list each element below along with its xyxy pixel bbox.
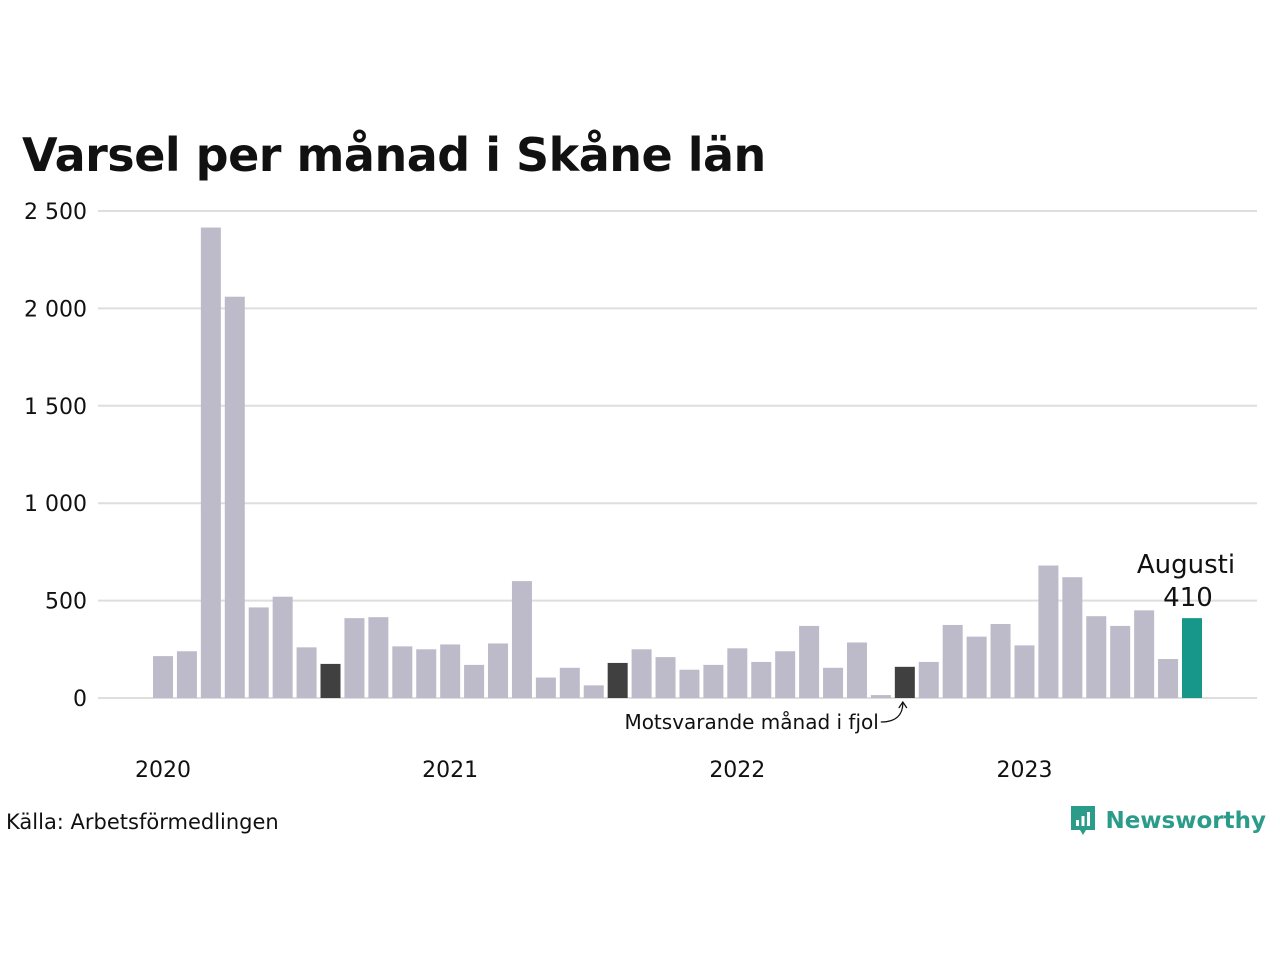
bar xyxy=(1158,659,1179,698)
bar xyxy=(703,664,724,698)
brand-name: Newsworthy xyxy=(1105,808,1266,834)
bar xyxy=(248,607,269,698)
x-axis-year-labels: 2020 2021 2022 2023 xyxy=(135,758,1052,783)
x-year-label: 2021 xyxy=(422,758,478,783)
bar-current-month xyxy=(1181,618,1202,698)
bar xyxy=(392,646,413,698)
bar xyxy=(1062,577,1083,698)
bar xyxy=(535,677,556,698)
newsworthy-logo-icon xyxy=(1071,806,1096,835)
x-year-label: 2022 xyxy=(709,758,765,783)
y-tick-label: 500 xyxy=(45,590,87,615)
bar-comparison-month xyxy=(894,666,915,698)
bar xyxy=(727,648,748,698)
bar xyxy=(559,667,580,698)
annotation-arrowhead xyxy=(898,700,908,709)
bar xyxy=(918,661,939,698)
y-tick-label: 2 000 xyxy=(24,297,87,322)
y-tick-label: 1 000 xyxy=(24,492,87,517)
bar xyxy=(990,623,1011,698)
annotation-arrow xyxy=(880,702,904,723)
bar xyxy=(799,625,820,698)
bar xyxy=(1014,645,1035,698)
bar xyxy=(1086,616,1107,698)
bar xyxy=(464,664,485,698)
bar xyxy=(1038,565,1059,698)
bar xyxy=(368,617,389,698)
bar xyxy=(846,642,867,698)
bar xyxy=(488,643,509,698)
bar xyxy=(775,651,796,698)
chart-title: Varsel per månad i Skåne län xyxy=(22,128,766,182)
x-year-label: 2023 xyxy=(996,758,1052,783)
highlight-value-label: 410 xyxy=(1163,583,1213,613)
bar xyxy=(272,596,293,698)
bar xyxy=(1110,625,1131,698)
bar xyxy=(416,649,437,698)
bar xyxy=(655,657,676,698)
bar xyxy=(631,649,652,698)
bar-comparison-month xyxy=(607,662,628,698)
bar xyxy=(583,685,604,698)
bars xyxy=(153,227,1202,699)
bar xyxy=(200,227,221,699)
highlight-month-label: Augusti xyxy=(1137,550,1235,580)
bar xyxy=(176,651,197,698)
comparison-annotation: Motsvarande månad i fjol xyxy=(624,710,878,734)
y-axis-ticks: 0 500 1 000 1 500 2 000 2 500 xyxy=(24,200,87,712)
y-tick-label: 0 xyxy=(73,687,87,712)
gridlines xyxy=(98,210,1257,699)
bar xyxy=(440,644,461,698)
bar xyxy=(679,669,700,698)
bar xyxy=(751,661,772,698)
bar xyxy=(153,656,173,698)
x-year-label: 2020 xyxy=(135,758,191,783)
y-tick-label: 1 500 xyxy=(24,395,87,420)
bar xyxy=(966,636,987,698)
source-note: Källa: Arbetsförmedlingen xyxy=(6,810,279,834)
bar xyxy=(870,695,891,698)
bar-comparison-month xyxy=(320,663,341,698)
bar xyxy=(296,647,317,698)
bar xyxy=(511,581,532,698)
y-tick-label: 2 500 xyxy=(24,200,87,225)
bar xyxy=(823,667,844,698)
brand-logo: Newsworthy xyxy=(1069,804,1266,838)
bar xyxy=(344,618,365,698)
bar xyxy=(224,296,245,698)
bar xyxy=(942,624,963,698)
bar xyxy=(1134,610,1155,698)
